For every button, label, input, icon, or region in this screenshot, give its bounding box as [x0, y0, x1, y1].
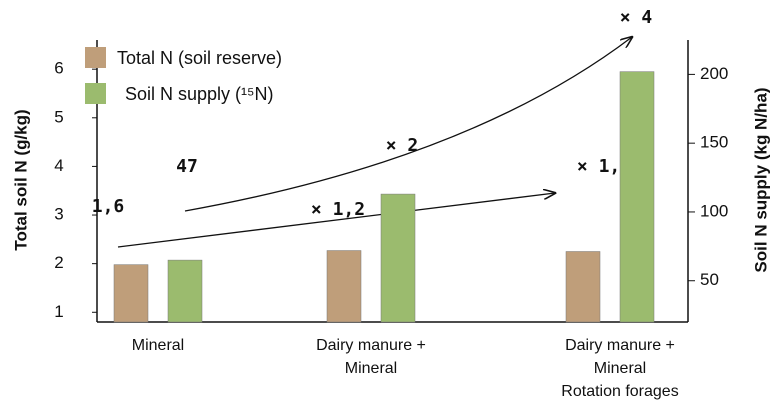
y2-axis-title: Soil N supply (kg N/ha): [751, 87, 770, 272]
y2-tick-label: 100: [700, 201, 728, 220]
y-tick-label: 6: [54, 59, 63, 78]
y2-tick-label: 150: [700, 133, 728, 152]
x-tick-label: Mineral: [132, 337, 184, 354]
y-axis-title: Total soil N (g/kg): [11, 109, 30, 250]
arrow: [117, 193, 555, 248]
bar: [326, 250, 362, 323]
annotation: × 4: [620, 7, 653, 28]
bar: [565, 251, 601, 323]
x-tick-label: Mineral: [345, 360, 397, 377]
y2-tick-label: 50: [700, 270, 719, 289]
annotation: × 1,2: [311, 199, 365, 220]
x-tick-label: Rotation forages: [561, 383, 678, 400]
bar: [113, 264, 149, 323]
annotation: × 2: [386, 135, 419, 156]
y2-tick-label: 200: [700, 64, 728, 83]
x-tick-label: Dairy manure +: [565, 337, 675, 354]
legend-label: Total N (soil reserve): [117, 48, 282, 68]
legend-swatch: [85, 47, 106, 68]
legend-label: Soil N supply (¹⁵N): [125, 84, 274, 104]
legend-swatch: [85, 83, 106, 104]
x-tick-label: Dairy manure +: [316, 337, 426, 354]
annotation: 47: [176, 156, 198, 177]
y-tick-label: 2: [54, 253, 63, 272]
y-tick-label: 4: [54, 156, 63, 175]
x-tick-label: Mineral: [594, 360, 646, 377]
bar: [380, 193, 416, 323]
annotation: × 1,5: [577, 156, 631, 177]
y-tick-label: 1: [54, 302, 63, 321]
bar: [619, 71, 655, 323]
annotation: 1,6: [92, 196, 125, 217]
y-tick-label: 3: [54, 205, 63, 224]
arrow: [184, 37, 632, 212]
y-tick-label: 5: [54, 107, 63, 126]
bar: [167, 259, 203, 323]
